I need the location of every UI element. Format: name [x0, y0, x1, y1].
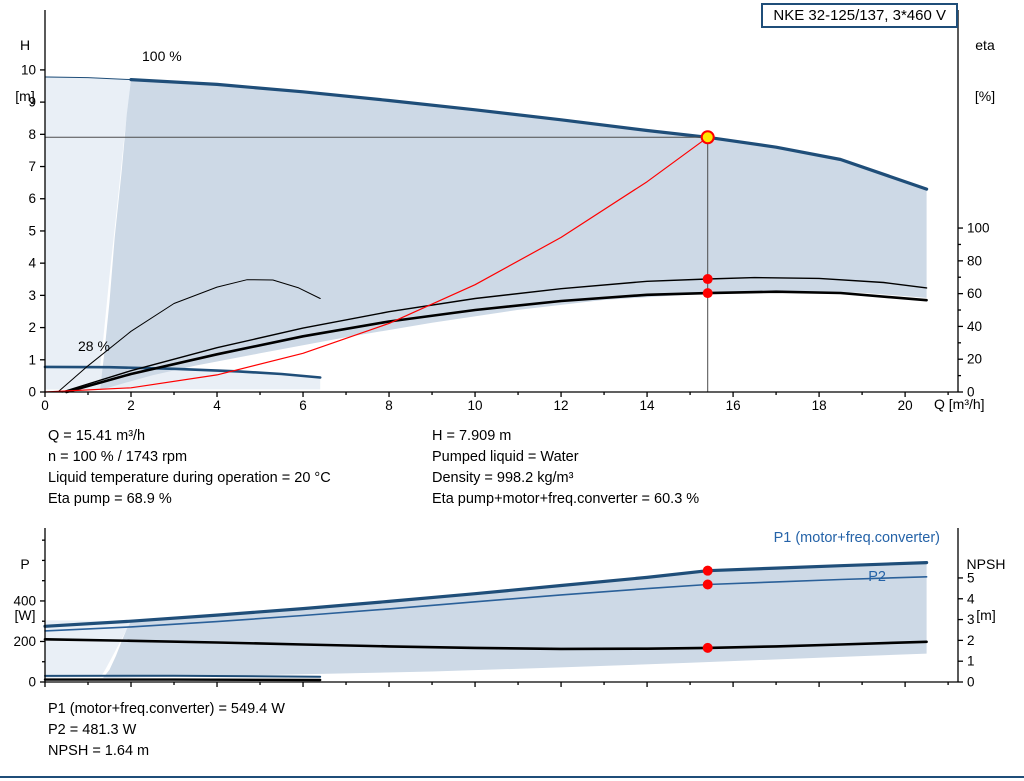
tick-label: 2	[967, 633, 975, 648]
tick-label: 0	[28, 385, 36, 400]
result-eta-total: Eta pump+motor+freq.converter = 60.3 %	[432, 491, 700, 507]
duty-point-marker	[700, 130, 715, 145]
npsh-axis-symbol: NPSH	[966, 556, 1006, 572]
result-npsh: NPSH = 1.64 m	[48, 743, 150, 759]
pump-model-title: NKE 32-125/137, 3*460 V	[761, 3, 958, 28]
tick-label: 14	[640, 398, 656, 413]
tick-label: 60	[967, 286, 982, 301]
npsh-point	[702, 642, 713, 653]
tick-label: 7	[28, 159, 36, 174]
result-p2: P2 = 481.3 W	[48, 722, 137, 738]
tick-label: 18	[812, 398, 827, 413]
eta-pump-curve	[61, 276, 928, 393]
pump-curve-28	[43, 365, 322, 379]
result-eta-pump: Eta pump = 68.9 %	[48, 491, 172, 507]
pump-curve-100-lead	[44, 76, 132, 81]
speed-28-label: 28 %	[78, 338, 110, 354]
tick-label: 20	[967, 352, 982, 367]
results-bottom: P1 (motor+freq.converter) = 549.4 W P2 =…	[48, 699, 285, 762]
envelope-left-light	[45, 620, 131, 678]
npsh-axis-label: NPSH [m]	[956, 522, 1016, 658]
tick-label: 80	[967, 253, 982, 268]
tick-label: 8	[385, 398, 393, 413]
eta-axis-unit: [%]	[974, 88, 996, 104]
tick-label: 4	[213, 398, 221, 413]
tick-label: 40	[967, 319, 982, 334]
tick-label: 16	[726, 398, 741, 413]
tick-label: 0	[967, 385, 975, 400]
tick-label: 5	[967, 570, 975, 585]
tick-label: 6	[28, 191, 36, 206]
operating-envelope	[100, 79, 927, 391]
eta-axis-label: eta [%]	[962, 3, 1008, 139]
tick-label: 0	[41, 398, 49, 413]
tick-label: 400	[13, 593, 36, 608]
tick-label: 10	[21, 62, 36, 77]
tick-label: 4	[28, 256, 36, 271]
tick-label: 1	[28, 352, 36, 367]
tick-label: 200	[13, 634, 36, 649]
tick-label: 1	[967, 654, 975, 669]
tick-label: 5	[28, 223, 36, 238]
tick-label: 0	[967, 675, 975, 690]
p1-curve	[43, 560, 929, 628]
speed-100-label: 100 %	[142, 48, 182, 64]
eta-total-curve	[65, 290, 928, 394]
operating-envelope	[103, 562, 927, 678]
footer-divider	[0, 776, 1024, 778]
result-pumped-liquid: Pumped liquid = Water	[432, 449, 579, 465]
tick-label: 3	[28, 288, 36, 303]
p1-point	[702, 565, 713, 576]
tick-label: 4	[967, 591, 975, 606]
h-axis-label: H [m]	[6, 3, 44, 139]
q-axis-label: Q [m³/h]	[934, 396, 985, 412]
results-column-right: H = 7.909 m Pumped liquid = Water Densit…	[432, 426, 699, 510]
system-curve	[44, 136, 709, 393]
tick-label: 10	[468, 398, 483, 413]
results-column-left: Q = 15.41 m³/h n = 100 % / 1743 rpm Liqu…	[48, 426, 331, 510]
tick-label: 20	[898, 398, 913, 413]
h-axis-unit: [m]	[15, 88, 35, 104]
tick-label: 12	[554, 398, 569, 413]
p-axis-label: P [W]	[6, 522, 44, 658]
tick-label: 0	[28, 675, 36, 690]
result-p1: P1 (motor+freq.converter) = 549.4 W	[48, 701, 285, 717]
npsh-curve	[43, 637, 928, 651]
p2-curve	[44, 575, 928, 632]
p-axis-unit: [W]	[14, 607, 36, 623]
p2-point	[702, 579, 713, 590]
tick-label: 100	[967, 221, 990, 236]
tick-label: 8	[28, 127, 36, 142]
h-axis-symbol: H	[19, 37, 31, 53]
npsh-axis-unit: [m]	[976, 607, 996, 623]
p-curve-28	[44, 674, 322, 678]
envelope-left-light	[45, 75, 131, 390]
result-q: Q = 15.41 m³/h	[48, 428, 146, 444]
p-axis-symbol: P	[20, 556, 30, 572]
tick-label: 3	[967, 612, 975, 627]
result-liquid-temp: Liquid temperature during operation = 20…	[48, 470, 331, 486]
tick-label: 2	[127, 398, 135, 413]
tick-label: 2	[28, 320, 36, 335]
p1-curve-label: P1 (motor+freq.converter)	[773, 530, 940, 546]
result-density: Density = 998.2 kg/m³	[432, 470, 574, 486]
eta-total-point	[702, 288, 713, 299]
result-speed: n = 100 % / 1743 rpm	[48, 449, 188, 465]
tick-label: 9	[28, 95, 36, 110]
result-head: H = 7.909 m	[432, 428, 512, 444]
eta-pump-point	[702, 274, 713, 285]
eta-axis-symbol: eta	[975, 37, 995, 53]
tick-label: 6	[299, 398, 307, 413]
p2-curve-label: P2	[868, 569, 886, 585]
pump-curve-100	[129, 77, 929, 191]
eta-28-curve	[57, 279, 321, 393]
